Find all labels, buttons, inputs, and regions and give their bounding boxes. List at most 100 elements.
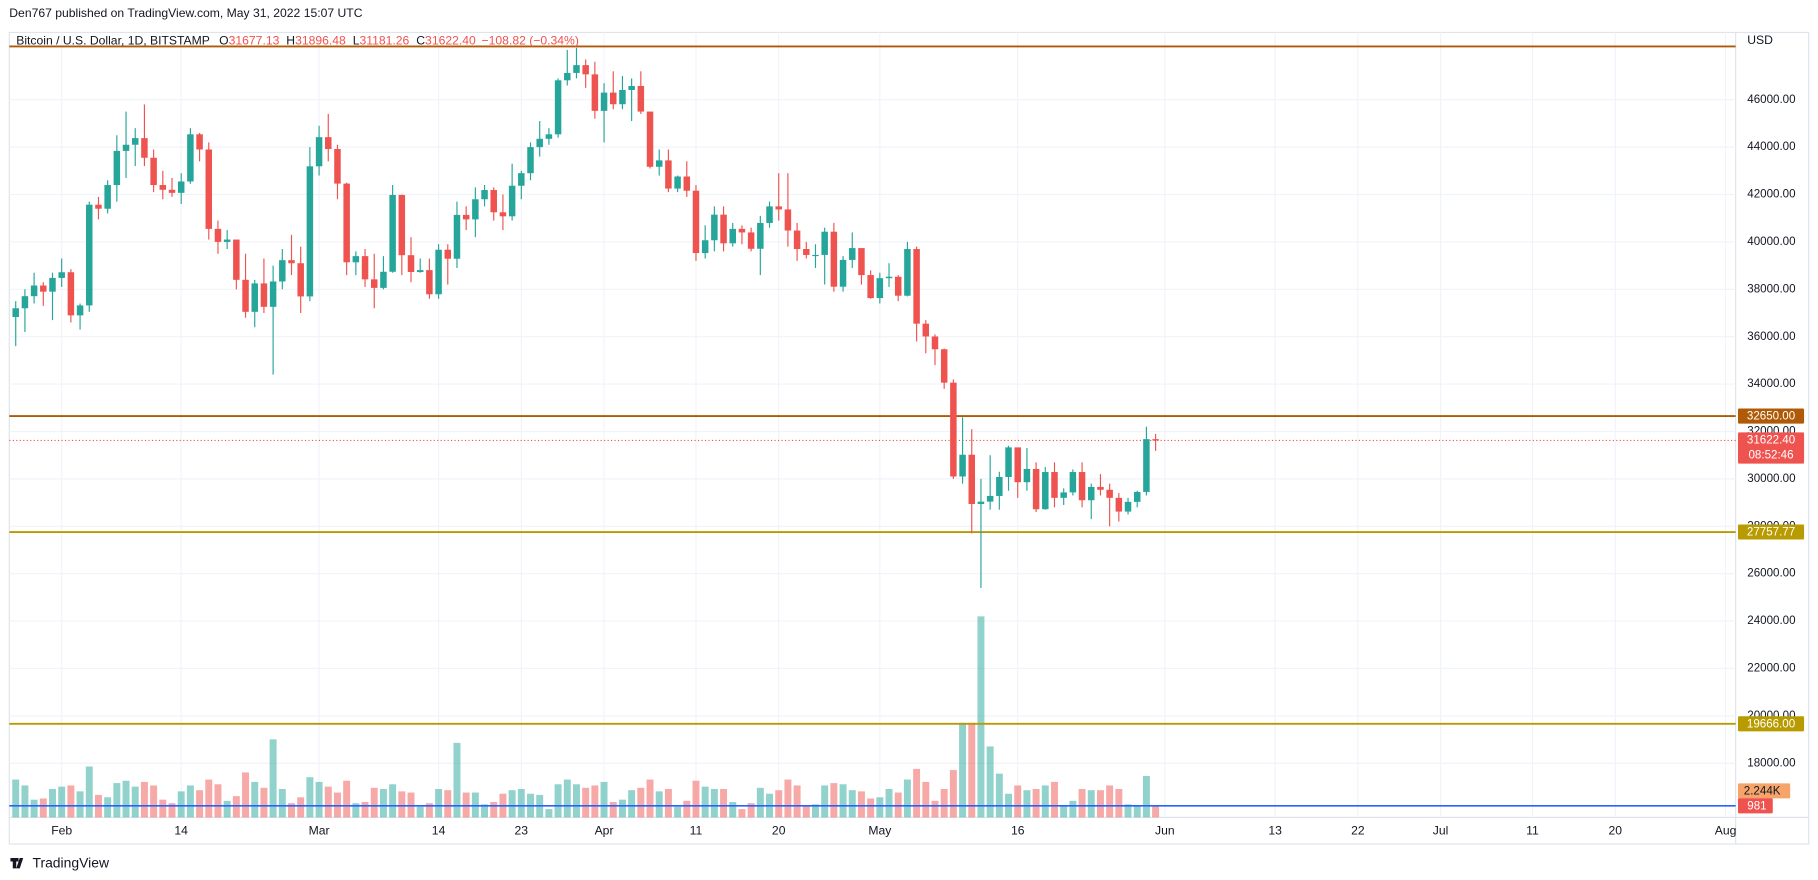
volume-bar: [821, 785, 829, 818]
candle-body: [233, 239, 240, 280]
candle-body: [12, 308, 19, 318]
volume-bar: [306, 777, 314, 818]
volume-bar: [435, 789, 443, 818]
candle-body: [435, 249, 442, 295]
y-tick-label: 36000.00: [1747, 331, 1795, 343]
y-tick-label: 40000.00: [1747, 236, 1795, 248]
x-tick-label: Aug: [1715, 824, 1737, 838]
volume-bar: [949, 770, 957, 818]
volume-bar: [582, 787, 590, 818]
candle-body: [849, 248, 856, 260]
volume-bar: [775, 790, 783, 818]
candle-body: [260, 283, 268, 307]
volume-bar: [113, 783, 121, 818]
volume-bar: [738, 809, 746, 818]
candle-body: [444, 249, 452, 259]
volume-bar: [389, 784, 397, 818]
volume-bar: [894, 792, 902, 818]
candle-body: [637, 85, 645, 112]
candle-body: [1078, 472, 1086, 501]
candle-body: [269, 281, 277, 307]
x-tick-label: Jul: [1433, 824, 1449, 838]
volume-bar: [333, 792, 341, 818]
volume-bar: [315, 781, 323, 818]
candle-body: [747, 232, 755, 249]
candle-body: [1133, 491, 1141, 502]
x-tick-label: 11: [690, 824, 703, 838]
candle-body: [223, 239, 231, 242]
volume-bar: [251, 781, 259, 818]
legend-letter: L: [353, 34, 360, 48]
candle-body: [187, 134, 194, 182]
volume-bar: [1014, 785, 1022, 818]
candle-body: [1060, 492, 1067, 498]
volume-bar: [1152, 805, 1160, 818]
candle-body: [416, 270, 424, 273]
volume-bar: [848, 790, 856, 818]
volume-bar: [572, 784, 580, 818]
volume-bar: [563, 779, 571, 818]
volume-bar: [186, 785, 194, 818]
candle-body: [380, 271, 387, 288]
volume-bar: [168, 803, 176, 818]
candle-body: [214, 228, 222, 242]
candle-body: [361, 256, 369, 280]
volume-bar: [214, 784, 222, 818]
volume-bar: [352, 803, 360, 818]
candle-body: [1143, 439, 1150, 492]
x-tick-label: 14: [432, 824, 446, 838]
volume-bar: [85, 766, 93, 818]
header: Den767 published on TradingView.com, May…: [9, 6, 362, 20]
volume-bar: [857, 791, 865, 818]
level-label: 32650.00: [1747, 411, 1795, 423]
candle-body: [701, 240, 709, 254]
candle-body: [564, 72, 571, 81]
candle-body: [67, 272, 75, 316]
x-tick-label: 16: [1011, 824, 1025, 838]
candle-body: [196, 134, 203, 150]
volume-bar: [628, 790, 636, 818]
candle-body: [315, 137, 323, 167]
candle-body: [1115, 497, 1123, 512]
volume-bar: [793, 785, 801, 818]
logo: [10, 857, 24, 869]
candle-body: [950, 382, 957, 477]
volume-bar: [968, 722, 976, 818]
level-badge: [1737, 524, 1805, 540]
candle-body: [21, 296, 29, 309]
candle-body: [1097, 486, 1104, 490]
volume-bar: [913, 768, 921, 818]
candle-body: [177, 181, 185, 193]
volume-bar: [720, 789, 728, 818]
currency: USD: [1747, 33, 1773, 47]
candle-body: [1152, 439, 1159, 441]
candle-body: [352, 256, 360, 263]
volume-bar: [977, 616, 985, 818]
candle-body: [426, 270, 433, 295]
volume-bar: [131, 786, 139, 818]
volume-bar: [830, 783, 838, 818]
volume-bar: [269, 739, 277, 818]
y-tick-label: 30000.00: [1747, 473, 1795, 485]
candle-body: [729, 228, 736, 244]
axes: 18000.0020000.0022000.0024000.0026000.00…: [51, 94, 1795, 838]
candle-body: [131, 138, 139, 145]
volume-bar: [370, 787, 378, 818]
volume-bar: [49, 789, 56, 818]
candle-body: [279, 260, 286, 282]
legend-value: 31181.26: [360, 34, 410, 48]
legend-value: 31677.13: [229, 34, 280, 48]
volume-bar: [876, 797, 884, 818]
grid: [9, 32, 1736, 818]
volume-ma-label: 2.244K: [1744, 785, 1781, 797]
countdown: 08:52:46: [1748, 450, 1793, 462]
volume-bar: [12, 779, 20, 818]
candle-body: [462, 214, 470, 220]
candle-body: [655, 160, 663, 167]
volume-bar: [140, 781, 148, 818]
volume-bar: [416, 806, 424, 818]
candle-body: [40, 285, 47, 292]
candle-body: [894, 276, 902, 296]
volume-bar: [591, 785, 599, 818]
candle-body: [683, 176, 691, 191]
